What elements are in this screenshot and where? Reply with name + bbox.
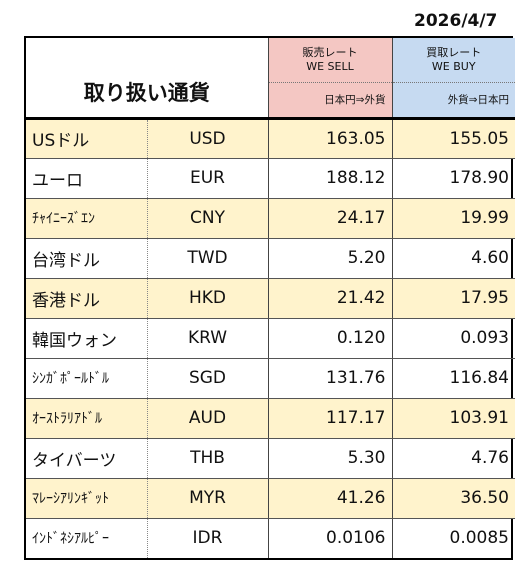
sell-rate: 41.26 bbox=[267, 478, 392, 519]
currency-code: THB bbox=[147, 438, 268, 479]
buy-rate: 0.093 bbox=[391, 318, 515, 359]
table-row: ﾁｬｲﾆｰｽﾞｴﾝ CNY 24.17 19.99 bbox=[26, 198, 515, 239]
table-row: ユーロ EUR 188.12 178.90 bbox=[26, 158, 515, 199]
exchange-rate-board: 取り扱い通貨 販売レート WE SELL 買取レート WE BUY 日本円⇒外貨… bbox=[24, 36, 515, 560]
page-title: 取り扱い通貨 bbox=[26, 38, 268, 120]
table-row: ｼﾝｶﾞﾎﾟｰﾙﾄﾞﾙ SGD 131.76 116.84 bbox=[26, 358, 515, 399]
currency-code: KRW bbox=[147, 318, 268, 359]
currency-name: 香港ドル bbox=[26, 278, 148, 319]
currency-name: ﾏﾚｰｼｱﾘﾝｷﾞｯﾄ bbox=[26, 478, 148, 519]
sell-rate-label: 販売レート bbox=[302, 45, 358, 59]
sell-rate-label-en: WE SELL bbox=[306, 59, 354, 73]
buy-rate: 4.76 bbox=[391, 438, 515, 479]
currency-name: USドル bbox=[26, 118, 148, 159]
buy-rate: 103.91 bbox=[391, 398, 515, 439]
currency-code: SGD bbox=[147, 358, 268, 399]
buy-rate-header: 買取レート WE BUY bbox=[391, 38, 515, 82]
sell-rate: 0.120 bbox=[267, 318, 392, 359]
sell-rate: 117.17 bbox=[267, 398, 392, 439]
buy-direction-label: 外貨⇒日本円 bbox=[391, 81, 515, 120]
table-row: 台湾ドル TWD 5.20 4.60 bbox=[26, 238, 515, 279]
currency-name: 台湾ドル bbox=[26, 238, 148, 279]
currency-name: ｵｰｽﾄﾗﾘｱﾄﾞﾙ bbox=[26, 398, 148, 439]
sell-rate: 24.17 bbox=[267, 198, 392, 239]
currency-code: AUD bbox=[147, 398, 268, 439]
table-row: ﾏﾚｰｼｱﾘﾝｷﾞｯﾄ MYR 41.26 36.50 bbox=[26, 478, 515, 519]
buy-rate: 116.84 bbox=[391, 358, 515, 399]
currency-name: ｼﾝｶﾞﾎﾟｰﾙﾄﾞﾙ bbox=[26, 358, 148, 399]
sell-rate: 5.30 bbox=[267, 438, 392, 479]
currency-code: TWD bbox=[147, 238, 268, 279]
rate-table: 取り扱い通貨 販売レート WE SELL 買取レート WE BUY 日本円⇒外貨… bbox=[26, 38, 515, 558]
buy-rate-label-en: WE BUY bbox=[431, 59, 476, 73]
sell-rate-header: 販売レート WE SELL bbox=[267, 38, 392, 82]
sell-rate: 131.76 bbox=[267, 358, 392, 399]
currency-code: HKD bbox=[147, 278, 268, 319]
currency-code: EUR bbox=[147, 158, 268, 199]
table-row: ｲﾝﾄﾞﾈｼｱﾙﾋﾟｰ IDR 0.0106 0.0085 bbox=[26, 518, 515, 558]
buy-rate: 4.60 bbox=[391, 238, 515, 279]
table-row: ｵｰｽﾄﾗﾘｱﾄﾞﾙ AUD 117.17 103.91 bbox=[26, 398, 515, 439]
currency-name: 韓国ウォン bbox=[26, 318, 148, 359]
sell-rate: 21.42 bbox=[267, 278, 392, 319]
buy-rate: 17.95 bbox=[391, 278, 515, 319]
table-row: 香港ドル HKD 21.42 17.95 bbox=[26, 278, 515, 319]
currency-code: CNY bbox=[147, 198, 268, 239]
buy-rate: 178.90 bbox=[391, 158, 515, 199]
currency-name: ユーロ bbox=[26, 158, 148, 199]
rate-date: 2026/4/7 bbox=[414, 11, 498, 31]
sell-rate: 5.20 bbox=[267, 238, 392, 279]
sell-rate: 188.12 bbox=[267, 158, 392, 199]
currency-name: ｲﾝﾄﾞﾈｼｱﾙﾋﾟｰ bbox=[26, 518, 148, 558]
currency-code: USD bbox=[147, 118, 268, 159]
sell-rate: 0.0106 bbox=[267, 518, 392, 558]
currency-name: タイバーツ bbox=[26, 438, 148, 479]
buy-rate: 155.05 bbox=[391, 118, 515, 159]
sell-rate: 163.05 bbox=[267, 118, 392, 159]
currency-code: IDR bbox=[192, 528, 223, 549]
sell-direction-label: 日本円⇒外貨 bbox=[267, 81, 392, 120]
buy-rate-label: 買取レート bbox=[426, 45, 482, 59]
buy-rate: 19.99 bbox=[391, 198, 515, 239]
table-row: 韓国ウォン KRW 0.120 0.093 bbox=[26, 318, 515, 359]
currency-name: ﾁｬｲﾆｰｽﾞｴﾝ bbox=[26, 198, 148, 239]
buy-rate: 0.0085 bbox=[391, 518, 515, 558]
table-row: タイバーツ THB 5.30 4.76 bbox=[26, 438, 515, 479]
buy-rate: 36.50 bbox=[391, 478, 515, 519]
currency-code: MYR bbox=[147, 478, 268, 519]
table-row: USドル USD 163.05 155.05 bbox=[26, 118, 515, 159]
